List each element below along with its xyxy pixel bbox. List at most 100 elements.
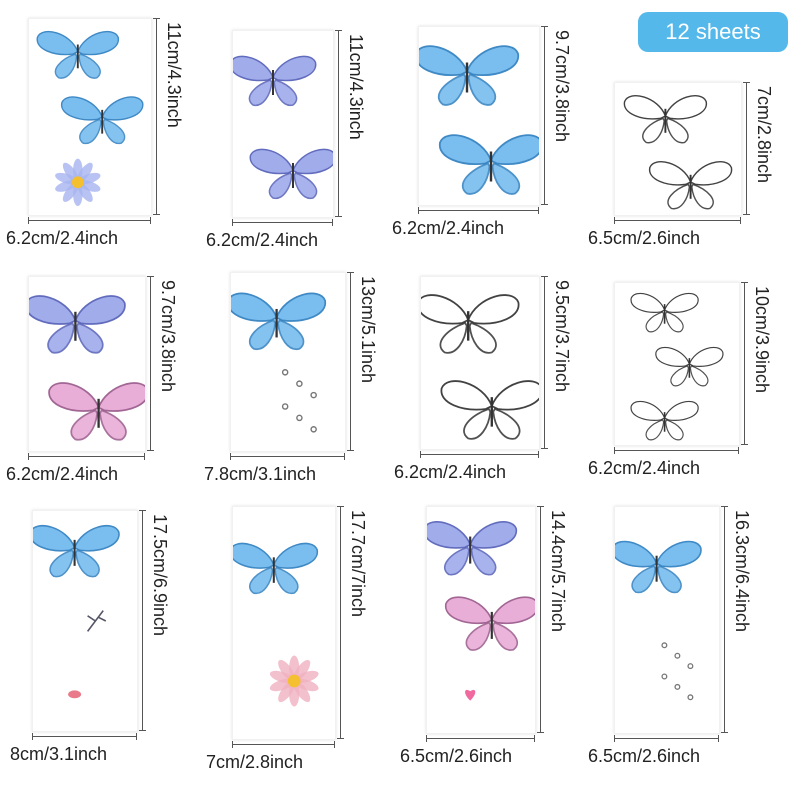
width-tick — [28, 453, 29, 460]
tattoo-design — [419, 45, 539, 195]
width-tick — [150, 217, 151, 224]
tattoo-design — [427, 521, 535, 701]
width-label: 7cm/2.8inch — [206, 752, 304, 772]
daisy-flower-art — [55, 158, 101, 207]
tattoo-sheet — [420, 276, 540, 450]
height-dimension-line — [142, 510, 143, 730]
width-tick — [136, 733, 137, 740]
sparkle-dots-art — [281, 369, 317, 433]
tattoo-sheet — [232, 30, 334, 218]
height-label: 13cm/5.1inch — [358, 276, 378, 384]
small-blue-butterflies-art — [33, 524, 120, 578]
purple-butterflies-art — [427, 521, 517, 576]
height-label: 11cm/4.3inch — [164, 22, 184, 128]
height-tick — [541, 26, 548, 27]
width-tick — [538, 451, 539, 458]
width-label: 6.5cm/2.6inch — [588, 228, 701, 248]
height-tick — [721, 506, 728, 507]
width-tick — [426, 735, 427, 742]
width-tick — [418, 207, 419, 214]
blue-butterfly-art — [439, 134, 539, 195]
height-dimension-line — [544, 276, 545, 448]
tattoo-sheet — [28, 276, 146, 452]
width-label: 7.8cm/3.1inch — [204, 464, 317, 484]
height-dimension-line — [724, 506, 725, 732]
height-dimension-line — [150, 276, 151, 450]
height-tick — [335, 216, 342, 217]
blue-butterfly-art — [61, 96, 144, 145]
width-label: 6.2cm/2.4inch — [394, 462, 507, 482]
height-tick — [541, 448, 548, 449]
width-dimension-line — [232, 744, 334, 745]
tattoo-sheet — [32, 510, 138, 732]
width-tick — [718, 735, 719, 742]
tattoo-sheet — [426, 506, 536, 734]
width-tick — [538, 207, 539, 214]
height-label: 10cm/3.9inch — [752, 286, 772, 394]
black-outline-butterfly-art — [655, 346, 724, 387]
tattoo-design — [29, 295, 145, 441]
width-dimension-line — [32, 736, 136, 737]
tattoo-design — [615, 540, 702, 701]
tattoo-sheet — [230, 272, 346, 452]
height-dimension-line — [350, 272, 351, 450]
height-label: 9.7cm/3.8inch — [552, 30, 572, 143]
width-dimension-line — [614, 220, 740, 221]
width-dimension-line — [28, 220, 150, 221]
width-tick — [614, 735, 615, 742]
height-tick — [139, 730, 146, 731]
width-dimension-line — [232, 222, 332, 223]
pink-butterfly-art — [48, 382, 145, 441]
width-tick — [32, 733, 33, 740]
width-dimension-line — [420, 454, 538, 455]
height-tick — [741, 444, 748, 445]
height-label: 16.3cm/6.4inch — [732, 510, 752, 633]
width-tick — [230, 453, 231, 460]
height-label: 17.5cm/6.9inch — [150, 514, 170, 637]
height-tick — [153, 214, 160, 215]
large-purple-butterfly-art — [249, 148, 333, 200]
width-tick — [28, 217, 29, 224]
sparkle-dots-art — [661, 642, 694, 701]
height-dimension-line — [746, 82, 747, 214]
width-dimension-line — [426, 738, 534, 739]
height-tick — [541, 276, 548, 277]
width-dimension-line — [418, 210, 538, 211]
height-label: 9.7cm/3.8inch — [158, 280, 178, 393]
leaves-art — [86, 610, 107, 632]
width-tick — [334, 741, 335, 748]
small-blue-butterflies-art — [233, 542, 318, 595]
width-tick — [614, 447, 615, 454]
large-blue-butterfly-art — [615, 540, 702, 594]
height-label: 11cm/4.3inch — [346, 34, 366, 140]
width-tick — [534, 735, 535, 742]
width-label: 6.5cm/2.6inch — [400, 746, 513, 766]
height-label: 9.5cm/3.7inch — [552, 280, 572, 393]
height-tick — [335, 30, 342, 31]
height-label: 7cm/2.8inch — [754, 86, 774, 184]
height-label: 14.4cm/5.7inch — [548, 510, 568, 633]
width-tick — [420, 451, 421, 458]
pink-petal-art — [68, 690, 82, 699]
tattoo-sheet — [614, 82, 742, 216]
width-dimension-line — [28, 456, 144, 457]
tattoo-design — [36, 30, 144, 207]
height-tick — [537, 732, 544, 733]
black-outline-butterfly-art — [630, 292, 699, 333]
width-label: 6.5cm/2.6inch — [588, 746, 701, 766]
pink-flower-art — [269, 655, 319, 707]
black-outline-butterfly-art — [649, 161, 733, 210]
blue-butterfly-art — [231, 292, 326, 351]
black-outline-butterfly-art — [421, 294, 520, 354]
tattoo-design — [233, 542, 319, 707]
height-tick — [337, 506, 344, 507]
height-tick — [743, 82, 750, 83]
blue-butterfly-art — [419, 45, 519, 106]
tattoo-sheet — [232, 506, 336, 740]
height-tick — [541, 204, 548, 205]
height-tick — [743, 214, 750, 215]
height-tick — [337, 738, 344, 739]
width-tick — [614, 217, 615, 224]
colored-hearts-art — [465, 689, 476, 701]
height-tick — [741, 282, 748, 283]
